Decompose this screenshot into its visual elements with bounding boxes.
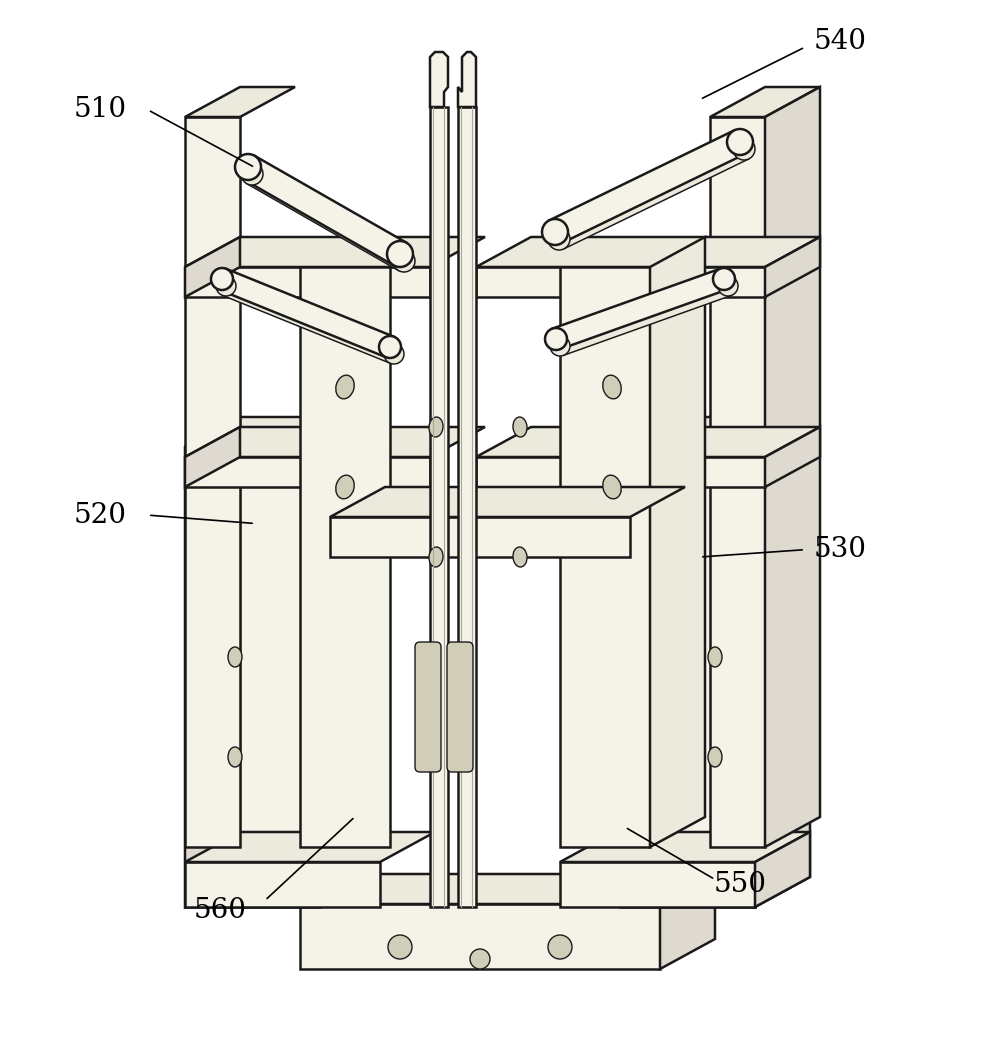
Ellipse shape bbox=[542, 219, 568, 245]
Ellipse shape bbox=[393, 250, 415, 272]
Polygon shape bbox=[185, 267, 430, 297]
Polygon shape bbox=[185, 427, 240, 487]
Polygon shape bbox=[218, 269, 394, 357]
Polygon shape bbox=[330, 517, 630, 557]
Ellipse shape bbox=[513, 417, 527, 437]
Polygon shape bbox=[660, 874, 715, 970]
Polygon shape bbox=[330, 487, 685, 517]
Polygon shape bbox=[185, 456, 430, 487]
Text: 540: 540 bbox=[814, 28, 866, 55]
Polygon shape bbox=[247, 164, 409, 270]
Ellipse shape bbox=[336, 475, 354, 498]
Polygon shape bbox=[476, 427, 820, 456]
Polygon shape bbox=[185, 87, 295, 117]
Polygon shape bbox=[300, 267, 390, 847]
Ellipse shape bbox=[211, 268, 233, 290]
Polygon shape bbox=[185, 427, 485, 456]
Ellipse shape bbox=[336, 375, 354, 399]
Ellipse shape bbox=[548, 228, 570, 250]
Polygon shape bbox=[300, 904, 660, 970]
Polygon shape bbox=[620, 447, 755, 907]
Polygon shape bbox=[710, 117, 765, 847]
Text: 560: 560 bbox=[194, 897, 246, 925]
Ellipse shape bbox=[429, 547, 443, 567]
Polygon shape bbox=[185, 237, 485, 267]
Ellipse shape bbox=[241, 163, 263, 185]
Ellipse shape bbox=[379, 336, 401, 358]
Polygon shape bbox=[185, 237, 240, 297]
Ellipse shape bbox=[718, 276, 738, 296]
Circle shape bbox=[388, 935, 412, 959]
Ellipse shape bbox=[235, 154, 261, 180]
Ellipse shape bbox=[228, 647, 242, 667]
Ellipse shape bbox=[727, 129, 753, 155]
Ellipse shape bbox=[228, 747, 242, 767]
Ellipse shape bbox=[384, 344, 404, 364]
Polygon shape bbox=[650, 237, 705, 847]
Polygon shape bbox=[185, 417, 240, 907]
Ellipse shape bbox=[429, 417, 443, 437]
Polygon shape bbox=[222, 276, 398, 363]
Polygon shape bbox=[476, 237, 820, 267]
Text: 520: 520 bbox=[74, 502, 126, 529]
Circle shape bbox=[548, 935, 572, 959]
Ellipse shape bbox=[603, 475, 621, 498]
Ellipse shape bbox=[733, 138, 755, 160]
Ellipse shape bbox=[550, 336, 570, 356]
Polygon shape bbox=[557, 276, 731, 355]
Polygon shape bbox=[755, 832, 810, 907]
Polygon shape bbox=[185, 117, 240, 847]
Ellipse shape bbox=[713, 268, 735, 290]
Ellipse shape bbox=[513, 547, 527, 567]
Polygon shape bbox=[554, 139, 749, 249]
Ellipse shape bbox=[387, 241, 413, 267]
Ellipse shape bbox=[216, 276, 236, 296]
Polygon shape bbox=[765, 87, 820, 847]
Polygon shape bbox=[476, 267, 765, 297]
Polygon shape bbox=[458, 107, 476, 907]
Polygon shape bbox=[620, 417, 810, 447]
Polygon shape bbox=[560, 267, 650, 847]
Text: 550: 550 bbox=[714, 871, 767, 898]
Text: 530: 530 bbox=[814, 536, 866, 563]
Polygon shape bbox=[300, 874, 715, 904]
Polygon shape bbox=[765, 237, 820, 297]
Ellipse shape bbox=[545, 328, 567, 350]
Ellipse shape bbox=[708, 747, 722, 767]
Polygon shape bbox=[185, 832, 435, 862]
FancyBboxPatch shape bbox=[415, 642, 441, 772]
Polygon shape bbox=[560, 832, 810, 862]
Ellipse shape bbox=[708, 647, 722, 667]
Polygon shape bbox=[185, 447, 320, 907]
Text: 510: 510 bbox=[73, 96, 127, 124]
Polygon shape bbox=[560, 862, 755, 907]
Polygon shape bbox=[552, 269, 728, 350]
Polygon shape bbox=[476, 456, 765, 487]
Polygon shape bbox=[430, 107, 448, 907]
Circle shape bbox=[470, 949, 490, 970]
Polygon shape bbox=[755, 417, 810, 907]
Polygon shape bbox=[185, 417, 375, 447]
Ellipse shape bbox=[603, 375, 621, 399]
Polygon shape bbox=[430, 52, 448, 107]
Polygon shape bbox=[710, 87, 820, 117]
Polygon shape bbox=[458, 52, 476, 107]
Polygon shape bbox=[185, 862, 380, 907]
Polygon shape bbox=[549, 130, 746, 244]
FancyBboxPatch shape bbox=[447, 642, 473, 772]
Polygon shape bbox=[242, 156, 406, 265]
Polygon shape bbox=[765, 427, 820, 487]
